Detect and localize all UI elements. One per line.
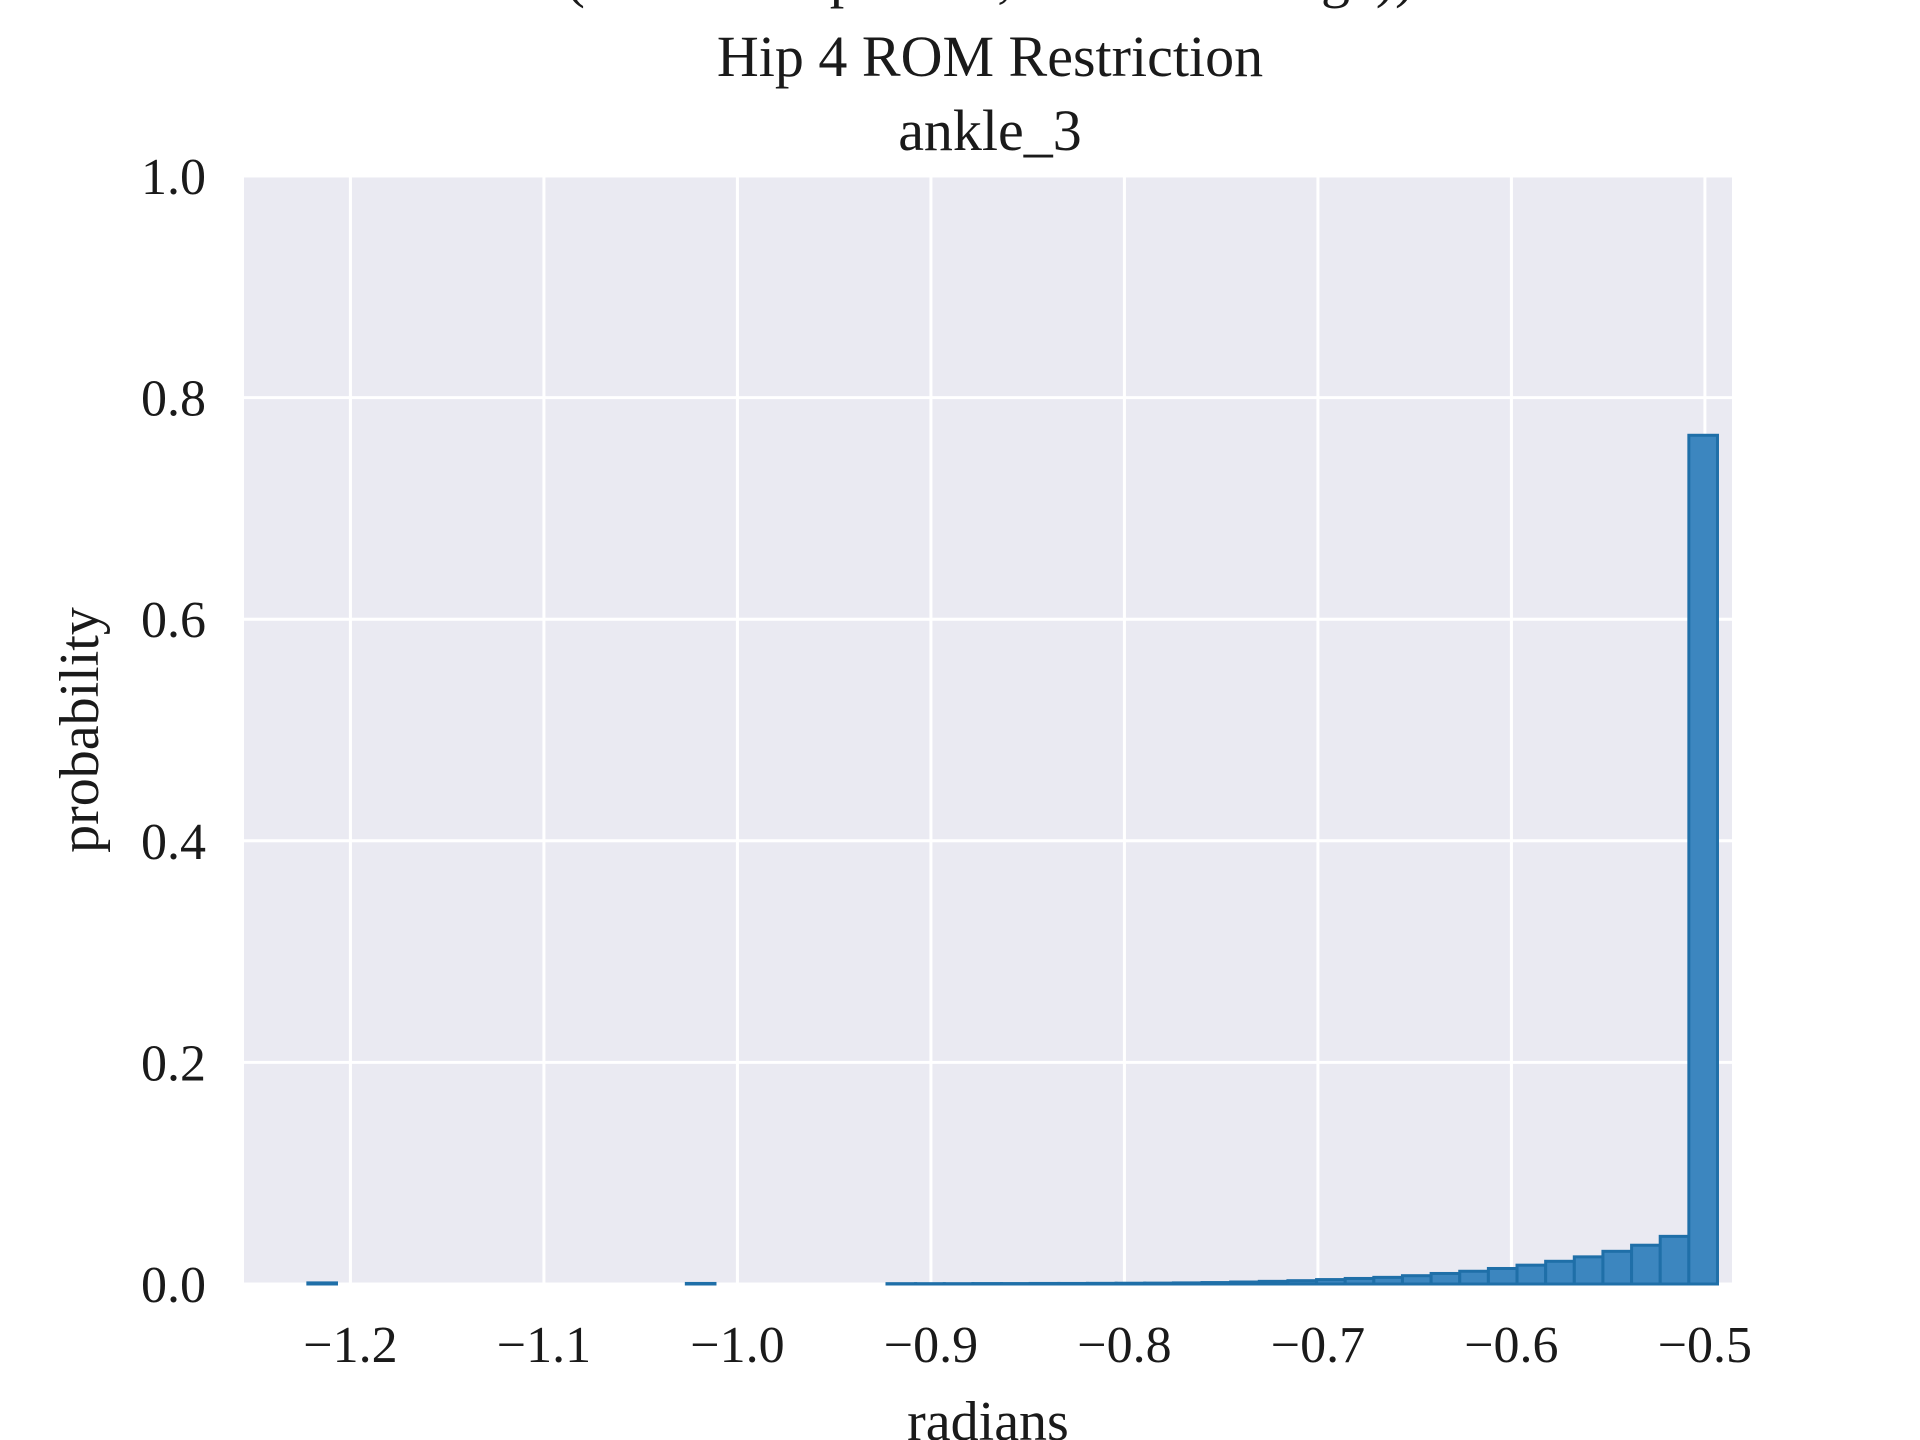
histogram-bar <box>1372 1275 1404 1286</box>
x-tick-label: −0.5 <box>1658 1317 1752 1374</box>
histogram-bar <box>1114 1281 1147 1286</box>
y-tick-labels: 0.0 0.2 0.4 0.6 0.8 1.0 <box>141 149 206 1314</box>
x-tick-label: −1.2 <box>303 1317 397 1374</box>
histogram-bar <box>1343 1276 1376 1286</box>
histogram-bar <box>1458 1269 1490 1286</box>
histogram-bar <box>1257 1279 1290 1286</box>
x-tick-label: −1.0 <box>690 1317 784 1374</box>
histogram-bar <box>1601 1249 1634 1286</box>
title-line-3: ankle_3 <box>898 98 1082 163</box>
histogram-bar <box>1028 1281 1061 1286</box>
x-tick-label: −0.6 <box>1464 1317 1558 1374</box>
x-tick-label: −0.8 <box>1077 1317 1171 1374</box>
histogram-bar <box>1687 433 1719 1286</box>
histogram-bar <box>1229 1280 1261 1286</box>
histogram-bar <box>1429 1271 1462 1286</box>
x-tick-label: −1.1 <box>497 1317 591 1374</box>
y-tick-label: 0.8 <box>141 371 206 428</box>
histogram-bar <box>1630 1243 1662 1286</box>
histogram-bar <box>306 1281 338 1286</box>
histogram-bar <box>1315 1278 1347 1286</box>
histogram-bar <box>1057 1281 1089 1286</box>
histogram-bar <box>1544 1259 1576 1286</box>
histogram-bar <box>1515 1263 1548 1286</box>
histogram-bars <box>306 433 1719 1286</box>
histogram-bar <box>1171 1281 1204 1286</box>
y-tick-label: 0.4 <box>141 814 206 871</box>
y-tick-label: 1.0 <box>141 149 206 206</box>
title-line-1: (retain NN params, discard storage)) <box>566 0 1415 9</box>
grid-lines <box>244 174 1732 1286</box>
histogram-bar <box>1286 1279 1319 1286</box>
y-tick-label: 0.6 <box>141 592 206 649</box>
histogram-bar <box>1658 1234 1691 1286</box>
x-tick-label: −0.7 <box>1271 1317 1365 1374</box>
histogram-bar <box>1400 1274 1433 1286</box>
histogram-bar <box>1486 1266 1519 1286</box>
chart-title: (retain NN params, discard storage)) Hip… <box>566 0 1415 163</box>
histogram-bar <box>1143 1281 1175 1286</box>
y-tick-label: 0.0 <box>141 1257 206 1314</box>
y-tick-label: 0.2 <box>141 1035 206 1092</box>
x-tick-label: −0.9 <box>884 1317 978 1374</box>
title-line-2: Hip 4 ROM Restriction <box>717 24 1263 89</box>
histogram-bar <box>684 1281 717 1286</box>
x-axis-label: radians <box>907 1391 1069 1440</box>
y-axis-label: probability <box>49 607 111 853</box>
x-tick-labels: −1.2 −1.1 −1.0 −0.9 −0.8 −0.7 −0.6 −0.5 <box>303 1317 1752 1374</box>
histogram-bar <box>1200 1281 1233 1286</box>
plot-area <box>244 176 1732 1284</box>
histogram-bar <box>1572 1255 1605 1286</box>
histogram-bar <box>1085 1281 1118 1286</box>
